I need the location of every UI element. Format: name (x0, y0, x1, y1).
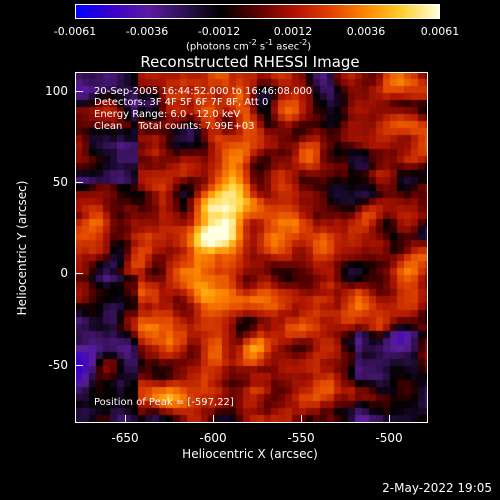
x-axis-label: Heliocentric X (arcsec) (182, 447, 318, 461)
y-tick-mark (75, 365, 83, 366)
x-tick-label: -650 (111, 431, 139, 445)
rhessi-image-plot (75, 72, 428, 423)
x-tick-mark (389, 415, 390, 423)
x-tick-label: -500 (375, 431, 403, 445)
y-tick-mark (75, 91, 83, 92)
x-tick-mark (125, 415, 126, 423)
y-tick-mark (75, 273, 83, 274)
heatmap-canvas (75, 72, 428, 423)
y-axis-label: Heliocentric Y (arcsec) (15, 180, 29, 316)
info-peak-position: Position of Peak = [-597,22] (94, 397, 234, 408)
generation-date: 2-May-2022 19:05 (382, 481, 492, 495)
colorbar-tick-label: -0.0061 (53, 25, 97, 38)
colorbar-gradient (76, 5, 439, 18)
colorbar-tick-label: 0.0061 (420, 25, 460, 38)
colorbar-tick-label: 0.0036 (346, 25, 386, 38)
colorbar-tick-label: -0.0036 (125, 25, 169, 38)
y-tick-label: 50 (52, 175, 68, 189)
y-tick-label: -50 (48, 358, 68, 372)
info-total-counts: Clean Total counts: 7.99E+03 (94, 121, 255, 132)
colorbar-units: (photons cm-2 s-1 asec-2) (186, 38, 312, 53)
colorbar-tick-label: -0.0012 (197, 25, 241, 38)
colorbar (75, 4, 440, 19)
info-time-range: 20-Sep-2005 16:44:52.000 to 16:46:08.000 (94, 86, 313, 97)
x-tick-label: -550 (287, 431, 315, 445)
y-tick-mark (75, 182, 83, 183)
x-tick-mark (213, 415, 214, 423)
image-title: Reconstructed RHESSI Image (140, 53, 360, 71)
colorbar-tick-label: 0.0012 (273, 25, 313, 38)
info-detectors: Detectors: 3F 4F 5F 6F 7F 8F, Att 0 (94, 97, 269, 108)
x-tick-mark (301, 415, 302, 423)
y-tick-label: 0 (60, 266, 68, 280)
x-tick-label: -600 (199, 431, 227, 445)
y-tick-label: 100 (45, 84, 68, 98)
info-energy-range: Energy Range: 6.0 - 12.0 keV (94, 109, 241, 120)
